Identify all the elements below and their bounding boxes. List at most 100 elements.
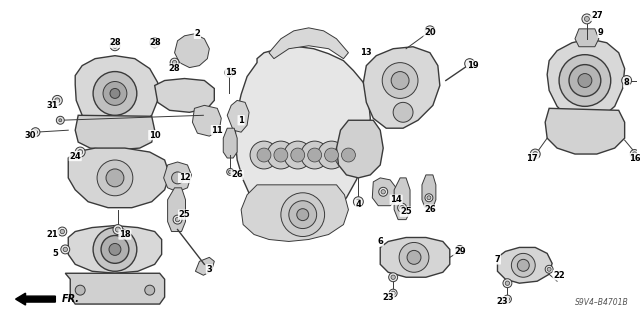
Circle shape — [291, 148, 305, 162]
Polygon shape — [380, 237, 450, 277]
Circle shape — [225, 68, 234, 77]
Polygon shape — [547, 39, 625, 122]
Polygon shape — [497, 248, 552, 283]
Circle shape — [308, 148, 322, 162]
Circle shape — [113, 43, 117, 48]
Text: 16: 16 — [628, 153, 640, 162]
Text: 29: 29 — [454, 247, 465, 256]
Circle shape — [33, 130, 38, 134]
Circle shape — [170, 58, 179, 67]
Text: 27: 27 — [591, 11, 603, 20]
Text: 4: 4 — [355, 200, 362, 209]
Polygon shape — [545, 108, 625, 154]
Circle shape — [391, 291, 395, 295]
Circle shape — [52, 95, 62, 105]
Circle shape — [425, 194, 433, 202]
Circle shape — [109, 243, 121, 256]
Circle shape — [400, 205, 404, 210]
Text: 9: 9 — [598, 28, 604, 37]
Circle shape — [428, 28, 433, 33]
Circle shape — [152, 40, 157, 45]
Text: 26: 26 — [231, 170, 243, 179]
Circle shape — [407, 250, 421, 264]
Text: 25: 25 — [179, 210, 190, 219]
Circle shape — [284, 141, 312, 169]
Polygon shape — [372, 178, 396, 206]
Circle shape — [388, 273, 397, 282]
Circle shape — [630, 150, 639, 159]
Text: 11: 11 — [211, 126, 223, 135]
Polygon shape — [193, 105, 221, 136]
Polygon shape — [223, 128, 237, 158]
Polygon shape — [422, 175, 436, 208]
Circle shape — [173, 215, 182, 224]
Text: 10: 10 — [149, 131, 161, 140]
Circle shape — [356, 199, 361, 204]
Text: 23: 23 — [497, 297, 508, 306]
Text: 19: 19 — [467, 61, 479, 70]
Circle shape — [63, 247, 67, 252]
Text: 26: 26 — [424, 205, 436, 214]
Text: 3: 3 — [207, 265, 212, 274]
Circle shape — [425, 26, 435, 36]
Circle shape — [297, 209, 308, 221]
Circle shape — [145, 285, 155, 295]
Text: 21: 21 — [47, 230, 58, 239]
Circle shape — [399, 242, 429, 272]
Circle shape — [93, 227, 137, 271]
Circle shape — [578, 74, 592, 87]
Polygon shape — [337, 120, 383, 178]
Circle shape — [391, 275, 396, 279]
Text: 7: 7 — [495, 255, 500, 264]
Circle shape — [342, 148, 355, 162]
Polygon shape — [269, 28, 348, 59]
Circle shape — [61, 245, 70, 254]
Circle shape — [55, 98, 60, 103]
Text: 15: 15 — [225, 68, 237, 77]
Circle shape — [506, 297, 509, 301]
Circle shape — [115, 227, 120, 232]
Circle shape — [381, 189, 385, 194]
Text: 5: 5 — [52, 249, 58, 258]
Polygon shape — [575, 29, 599, 47]
FancyArrow shape — [15, 293, 55, 305]
Circle shape — [465, 59, 475, 69]
Polygon shape — [76, 115, 155, 150]
Circle shape — [59, 119, 62, 122]
Polygon shape — [65, 273, 164, 304]
Circle shape — [60, 229, 65, 234]
Text: 13: 13 — [360, 48, 372, 57]
Circle shape — [382, 63, 418, 98]
Polygon shape — [68, 226, 162, 273]
Text: 24: 24 — [69, 152, 81, 160]
Text: 22: 22 — [553, 271, 565, 280]
Circle shape — [110, 41, 120, 51]
Text: 28: 28 — [109, 38, 121, 47]
Circle shape — [353, 197, 364, 207]
Circle shape — [632, 152, 637, 156]
Circle shape — [532, 152, 538, 157]
Text: 31: 31 — [47, 101, 58, 110]
Polygon shape — [195, 257, 214, 275]
Circle shape — [569, 65, 601, 96]
Circle shape — [324, 148, 339, 162]
Circle shape — [559, 55, 611, 106]
Circle shape — [393, 102, 413, 122]
Circle shape — [76, 147, 85, 157]
Circle shape — [172, 60, 177, 65]
Circle shape — [172, 172, 184, 184]
Circle shape — [150, 38, 159, 48]
Polygon shape — [227, 100, 249, 132]
Circle shape — [582, 14, 592, 24]
Circle shape — [289, 201, 317, 228]
Text: 20: 20 — [424, 28, 436, 37]
Circle shape — [101, 235, 129, 263]
Circle shape — [106, 169, 124, 187]
Text: 14: 14 — [390, 195, 402, 204]
Text: 2: 2 — [195, 29, 200, 38]
Polygon shape — [164, 162, 191, 192]
Text: 25: 25 — [400, 207, 412, 216]
Circle shape — [545, 265, 553, 273]
Circle shape — [77, 150, 83, 154]
Text: 18: 18 — [119, 230, 131, 239]
